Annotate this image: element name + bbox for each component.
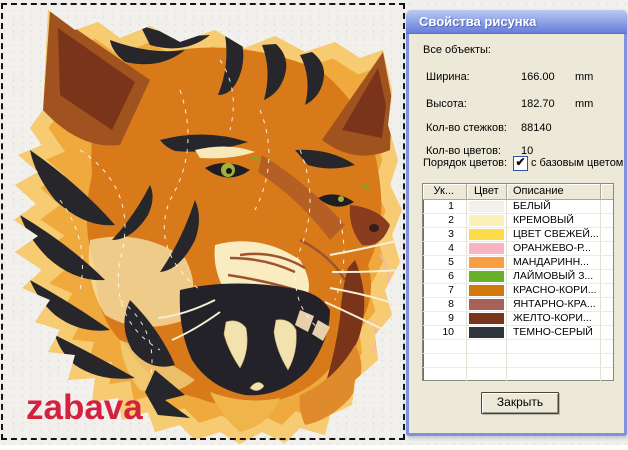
stitch-count-value: 88140 [521, 122, 552, 134]
color-swatch-cell [467, 200, 507, 214]
color-count-value: 10 [521, 145, 534, 157]
empty-row [423, 340, 613, 354]
column-header-spacer [601, 184, 613, 200]
color-index: 4 [423, 242, 467, 256]
width-label: Ширина: [426, 71, 470, 83]
color-description [507, 368, 601, 382]
color-swatch-cell [467, 214, 507, 228]
dialog-titlebar[interactable]: Свойства рисунка [406, 10, 627, 34]
color-description: МАНДАРИНН... [507, 256, 601, 270]
color-description: ЦВЕТ СВЕЖЕЙ... [507, 228, 601, 242]
color-order-label: Порядок цветов: [423, 157, 508, 169]
column-header-description[interactable]: Описание [507, 184, 601, 200]
color-row[interactable]: 10 ТЕМНО-СЕРЫЙ [423, 326, 613, 340]
color-swatch-cell [467, 284, 507, 298]
color-table-header: Ук... Цвет Описание [423, 184, 613, 200]
column-header-color[interactable]: Цвет [467, 184, 507, 200]
base-color-checkbox[interactable]: ✔ [513, 156, 528, 171]
color-swatch-cell [467, 256, 507, 270]
color-row[interactable]: 5 МАНДАРИНН... [423, 256, 613, 270]
color-swatch [469, 299, 504, 310]
watermark-text: zabava [26, 388, 143, 427]
color-index: 9 [423, 312, 467, 326]
color-index: 1 [423, 200, 467, 214]
color-description: КРАСНО-КОРИ... [507, 284, 601, 298]
color-index: 3 [423, 228, 467, 242]
column-header-index[interactable]: Ук... [423, 184, 467, 200]
color-description: ЖЕЛТО-КОРИ... [507, 312, 601, 326]
height-label: Высота: [426, 98, 467, 110]
color-description: ЯНТАРНО-КРА... [507, 298, 601, 312]
width-unit: mm [575, 71, 594, 83]
color-swatch-cell [467, 312, 507, 326]
color-swatch [469, 257, 504, 268]
color-description: КРЕМОВЫЙ [507, 214, 601, 228]
color-swatch-cell [467, 368, 507, 382]
color-description [507, 354, 601, 368]
color-description: ОРАНЖЕВО-Р... [507, 242, 601, 256]
empty-row [423, 354, 613, 368]
height-value: 182.70 [521, 98, 555, 110]
whiskers [157, 239, 403, 341]
color-index: 5 [423, 256, 467, 270]
color-index: 7 [423, 284, 467, 298]
color-swatch-cell [467, 242, 507, 256]
color-index: 8 [423, 298, 467, 312]
color-description: БЕЛЫЙ [507, 200, 601, 214]
color-description [507, 340, 601, 354]
height-unit: mm [575, 98, 594, 110]
color-swatch-cell [467, 228, 507, 242]
color-index: 2 [423, 214, 467, 228]
color-count-label: Кол-во цветов: [426, 145, 501, 157]
color-swatch [469, 271, 504, 282]
color-swatch [469, 285, 504, 296]
color-swatch [469, 229, 504, 240]
color-row[interactable]: 3 ЦВЕТ СВЕЖЕЙ... [423, 228, 613, 242]
color-index [423, 354, 467, 368]
empty-row [423, 368, 613, 382]
color-row[interactable]: 4 ОРАНЖЕВО-Р... [423, 242, 613, 256]
color-swatch [469, 327, 504, 338]
color-row[interactable]: 8 ЯНТАРНО-КРА... [423, 298, 613, 312]
color-row[interactable]: 7 КРАСНО-КОРИ... [423, 284, 613, 298]
color-index: 6 [423, 270, 467, 284]
base-color-checkbox-label: с базовым цветом [531, 157, 624, 169]
color-index [423, 340, 467, 354]
color-index [423, 368, 467, 382]
tiger-embroidery-design[interactable] [0, 0, 406, 445]
color-swatch [469, 201, 504, 212]
stitch-count-label: Кол-во стежков: [426, 122, 507, 134]
color-swatch [469, 243, 504, 254]
color-swatch-cell [467, 270, 507, 284]
color-table: Ук... Цвет Описание 1 БЕЛЫЙ 2 КРЕМОВЫЙ 3 ЦВЕТ… [422, 183, 614, 382]
close-button[interactable]: Закрыть [481, 392, 559, 414]
color-row[interactable]: 2 КРЕМОВЫЙ [423, 214, 613, 228]
all-objects-label: Все объекты: [423, 44, 491, 56]
color-swatch-cell [467, 340, 507, 354]
color-row[interactable]: 1 БЕЛЫЙ [423, 200, 613, 214]
properties-dialog: Свойства рисунка Все объекты: Ширина: 16… [406, 10, 627, 436]
color-row[interactable]: 6 ЛАЙМОВЫЙ З... [423, 270, 613, 284]
color-swatch [469, 215, 504, 226]
width-value: 166.00 [521, 71, 555, 83]
color-swatch-cell [467, 326, 507, 340]
color-swatch [469, 313, 504, 324]
color-swatch-cell [467, 354, 507, 368]
color-description: ТЕМНО-СЕРЫЙ [507, 326, 601, 340]
color-index: 10 [423, 326, 467, 340]
color-description: ЛАЙМОВЫЙ З... [507, 270, 601, 284]
color-swatch-cell [467, 298, 507, 312]
design-area[interactable]: zabava [0, 0, 406, 445]
color-row[interactable]: 9 ЖЕЛТО-КОРИ... [423, 312, 613, 326]
